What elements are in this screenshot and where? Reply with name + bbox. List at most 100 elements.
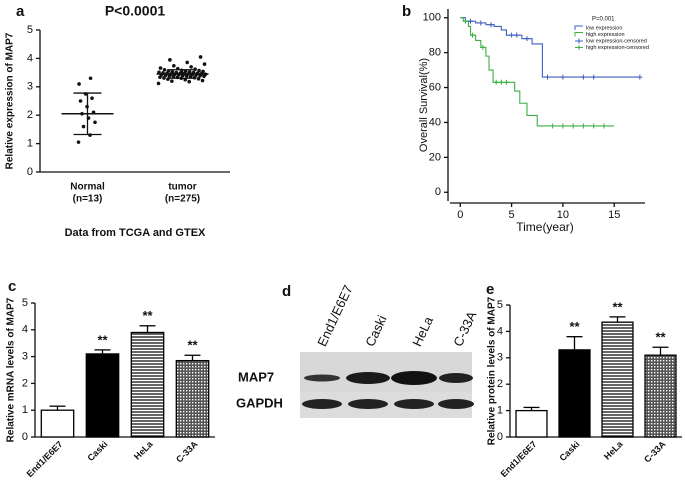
legend-swatch xyxy=(574,25,583,30)
x-tick-label: Caski xyxy=(86,439,110,463)
censor-mark xyxy=(550,123,556,129)
x-tick-label: 15 xyxy=(608,209,620,221)
x-tick-label: 5 xyxy=(509,209,515,221)
y-tick-label: 4 xyxy=(27,52,33,64)
bar xyxy=(130,331,165,438)
dot xyxy=(162,67,167,72)
legend-label: low expression xyxy=(586,25,622,31)
panel-label: a xyxy=(16,3,25,20)
y-tick-label: 0 xyxy=(435,186,441,198)
legend-swatch xyxy=(575,45,583,50)
y-tick-label: 40 xyxy=(429,116,441,128)
censor-mark xyxy=(545,74,550,80)
y-axis-label: Relative expression of MAP7 xyxy=(5,32,16,169)
dot xyxy=(187,79,191,84)
y-tick-label: 4 xyxy=(497,325,503,337)
legend-label: high expression-censored xyxy=(586,45,649,51)
survival-line xyxy=(460,17,640,78)
bar xyxy=(85,353,120,438)
significance: ** xyxy=(97,332,108,347)
x-tick-label: C-33A xyxy=(174,439,200,465)
censor-mark xyxy=(468,18,474,24)
dot xyxy=(93,120,97,125)
dot xyxy=(202,62,207,66)
censor-mark xyxy=(580,74,586,80)
y-axis-label: Overall Survival(%) xyxy=(418,58,430,152)
row-label: MAP7 xyxy=(238,369,274,384)
x-axis-label: Data from TCGA and GTEX xyxy=(65,227,206,239)
band xyxy=(439,373,473,383)
y-tick-label: 5 xyxy=(497,299,503,311)
bar xyxy=(40,409,75,438)
bar xyxy=(601,321,634,438)
dot xyxy=(77,82,81,86)
y-tick-label: 4 xyxy=(22,324,28,336)
dot xyxy=(90,96,94,100)
dot xyxy=(196,77,201,81)
blot-membrane xyxy=(300,352,472,392)
lane-label: C-33A xyxy=(450,309,479,349)
y-tick-label: 1 xyxy=(22,404,28,416)
y-tick-label: 2 xyxy=(497,378,503,390)
censor-mark xyxy=(493,79,499,85)
y-tick-label: 0 xyxy=(22,431,28,443)
y-tick-label: 3 xyxy=(27,81,33,93)
significance: ** xyxy=(569,319,580,334)
censor-mark xyxy=(601,123,607,129)
band xyxy=(348,399,388,409)
lane-label: End1/E6E7 xyxy=(314,283,355,349)
x-axis-label: Time(year) xyxy=(516,220,574,234)
lane-label: HeLa xyxy=(409,314,436,349)
legend-swatch xyxy=(574,32,583,37)
x-tick-label: HeLa xyxy=(602,438,625,461)
x-tick-label: Caski xyxy=(558,439,582,463)
censor-mark xyxy=(503,79,509,85)
dot xyxy=(185,60,190,65)
dot xyxy=(78,99,83,103)
censor-mark xyxy=(478,20,484,26)
significance: ** xyxy=(655,330,666,345)
censor-mark xyxy=(509,32,515,38)
significance: ** xyxy=(142,308,153,323)
panel-label: d xyxy=(282,283,291,300)
band xyxy=(394,399,434,409)
western-blot: d End1/E6E7 Caski HeLa C-33A MAP7 GAPDH xyxy=(236,283,480,418)
y-tick-label: 0 xyxy=(27,166,33,178)
lane-label: Caski xyxy=(362,313,389,349)
band xyxy=(438,399,474,409)
censor-mark xyxy=(570,123,576,129)
dot xyxy=(158,66,163,70)
x-tick-label: tumor xyxy=(168,182,196,193)
y-tick-label: 3 xyxy=(22,351,28,363)
censor-mark xyxy=(560,123,566,129)
x-tick-label: 10 xyxy=(557,209,569,221)
y-tick-label: 1 xyxy=(27,138,33,150)
y-tick-label: 2 xyxy=(27,109,33,121)
panel-label: c xyxy=(8,278,16,295)
band xyxy=(346,372,390,384)
bar xyxy=(515,409,548,438)
censor-mark xyxy=(524,36,530,42)
dot xyxy=(189,65,193,69)
row-label: GAPDH xyxy=(236,395,283,410)
censor-mark xyxy=(580,123,586,129)
band xyxy=(391,371,437,385)
censor-mark xyxy=(470,32,476,38)
dot xyxy=(157,70,161,75)
censor-mark xyxy=(591,123,597,129)
x-tick-note: (n=275) xyxy=(165,194,200,205)
annotation: P=0.001 xyxy=(592,17,615,23)
censor-mark xyxy=(498,79,504,85)
dot xyxy=(201,69,205,74)
censor-mark xyxy=(514,32,520,38)
dot xyxy=(76,140,81,144)
censor-mark xyxy=(591,74,597,80)
dot xyxy=(187,70,192,74)
bar xyxy=(558,349,591,438)
legend-label: low expression-censored xyxy=(586,38,647,44)
y-tick-label: 5 xyxy=(22,297,28,309)
censor-mark xyxy=(560,74,566,80)
x-tick-label: HeLa xyxy=(132,438,155,461)
dot xyxy=(168,58,172,62)
